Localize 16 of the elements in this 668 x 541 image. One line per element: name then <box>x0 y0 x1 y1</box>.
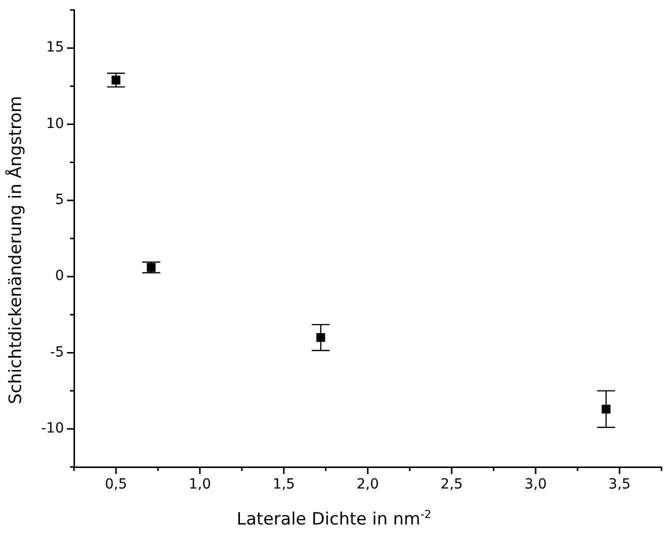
x-axis-title: Laterale Dichte in nm$^{-2}$ <box>236 508 432 530</box>
y-tick-label: 10 <box>46 116 64 132</box>
x-tick-label: 1,0 <box>188 476 212 493</box>
y-axis-title: Schichtdickenänderung in Ångstrom <box>6 96 26 404</box>
x-tick-label: 2,5 <box>440 476 463 493</box>
x-tick-label: 1,5 <box>272 476 295 493</box>
x-tick-label: 2,0 <box>356 476 379 493</box>
y-tick-label: 5 <box>55 192 64 208</box>
x-tick-label: 3,0 <box>524 476 547 493</box>
y-tick-label: 0 <box>55 268 64 284</box>
point <box>602 404 610 414</box>
x-tick-label: 0,5 <box>104 476 128 493</box>
y-tick-label: -5 <box>50 344 64 360</box>
y-tick-label: -10 <box>41 420 64 437</box>
y-tick-label: 15 <box>46 40 64 56</box>
x-tick-label: 3,5 <box>608 476 631 493</box>
